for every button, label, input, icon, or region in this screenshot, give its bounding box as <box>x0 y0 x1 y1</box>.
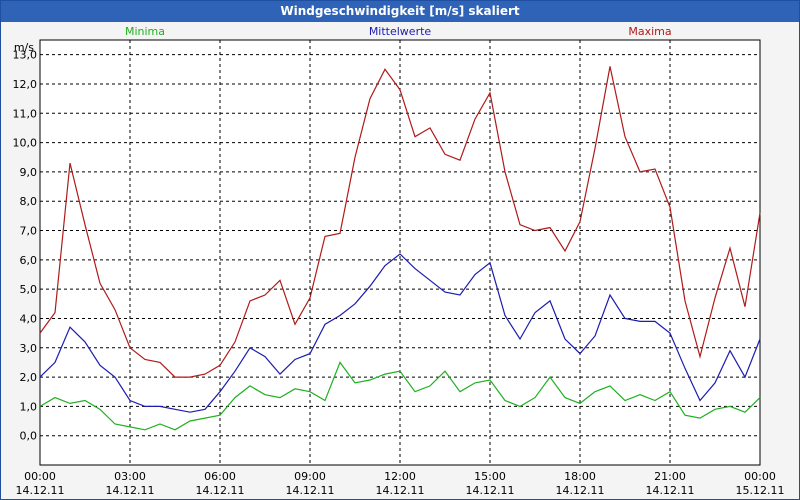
y-tick-label: 3,0 <box>20 342 38 355</box>
legend-mittelwerte: Mittelwerte <box>369 25 432 38</box>
y-tick-label: 11,0 <box>13 107 38 120</box>
y-axis-label: m/s <box>14 41 34 54</box>
y-tick-label: 0,0 <box>20 430 38 443</box>
y-tick-label: 10,0 <box>13 137 38 150</box>
x-tick-date: 14.12.11 <box>16 484 65 497</box>
y-tick-label: 12,0 <box>13 78 38 91</box>
x-tick-time: 00:00 <box>744 470 776 483</box>
y-tick-label: 5,0 <box>20 283 38 296</box>
x-tick-date: 14.12.11 <box>286 484 335 497</box>
y-axis: m/s 0,0 1,0 2,0 3,0 4,0 5,0 6,0 7,0 8,0 9,0 10,0 11… <box>13 41 38 443</box>
legend-minima: Minima <box>125 25 165 38</box>
x-tick-date: 15.12.11 <box>736 484 785 497</box>
x-tick-time: 00:00 <box>24 470 56 483</box>
x-axis: 00:0014.12.1103:0014.12.1106:0014.12.110… <box>16 470 785 497</box>
legend-maxima: Maxima <box>628 25 671 38</box>
series-line-maxima <box>39 66 761 378</box>
y-tick-label: 4,0 <box>20 312 38 325</box>
x-tick-date: 14.12.11 <box>106 484 155 497</box>
y-tick-label: 2,0 <box>20 371 38 384</box>
x-tick-time: 09:00 <box>294 470 326 483</box>
x-tick-date: 14.12.11 <box>376 484 425 497</box>
y-tick-label: 1,0 <box>20 400 38 413</box>
x-tick-time: 12:00 <box>384 470 416 483</box>
y-tick-label: 8,0 <box>20 195 38 208</box>
series-line-mittelwerte <box>39 253 761 413</box>
x-tick-time: 18:00 <box>564 470 596 483</box>
y-tick-label: 7,0 <box>20 225 38 238</box>
x-tick-date: 14.12.11 <box>196 484 245 497</box>
x-tick-time: 21:00 <box>654 470 686 483</box>
y-tick-label: 9,0 <box>20 166 38 179</box>
x-tick-date: 14.12.11 <box>646 484 695 497</box>
x-tick-date: 14.12.11 <box>556 484 605 497</box>
x-tick-time: 15:00 <box>474 470 506 483</box>
x-tick-time: 03:00 <box>114 470 146 483</box>
y-tick-label: 6,0 <box>20 254 38 267</box>
x-tick-time: 06:00 <box>204 470 236 483</box>
series-lines <box>39 66 761 431</box>
chart-title: Windgeschwindigkeit [m/s] skaliert <box>1 1 799 22</box>
legend: Minima Mittelwerte Maxima <box>125 25 672 38</box>
series-line-minima <box>39 361 761 431</box>
y-tick-label: 13,0 <box>13 49 38 62</box>
x-tick-date: 14.12.11 <box>466 484 515 497</box>
